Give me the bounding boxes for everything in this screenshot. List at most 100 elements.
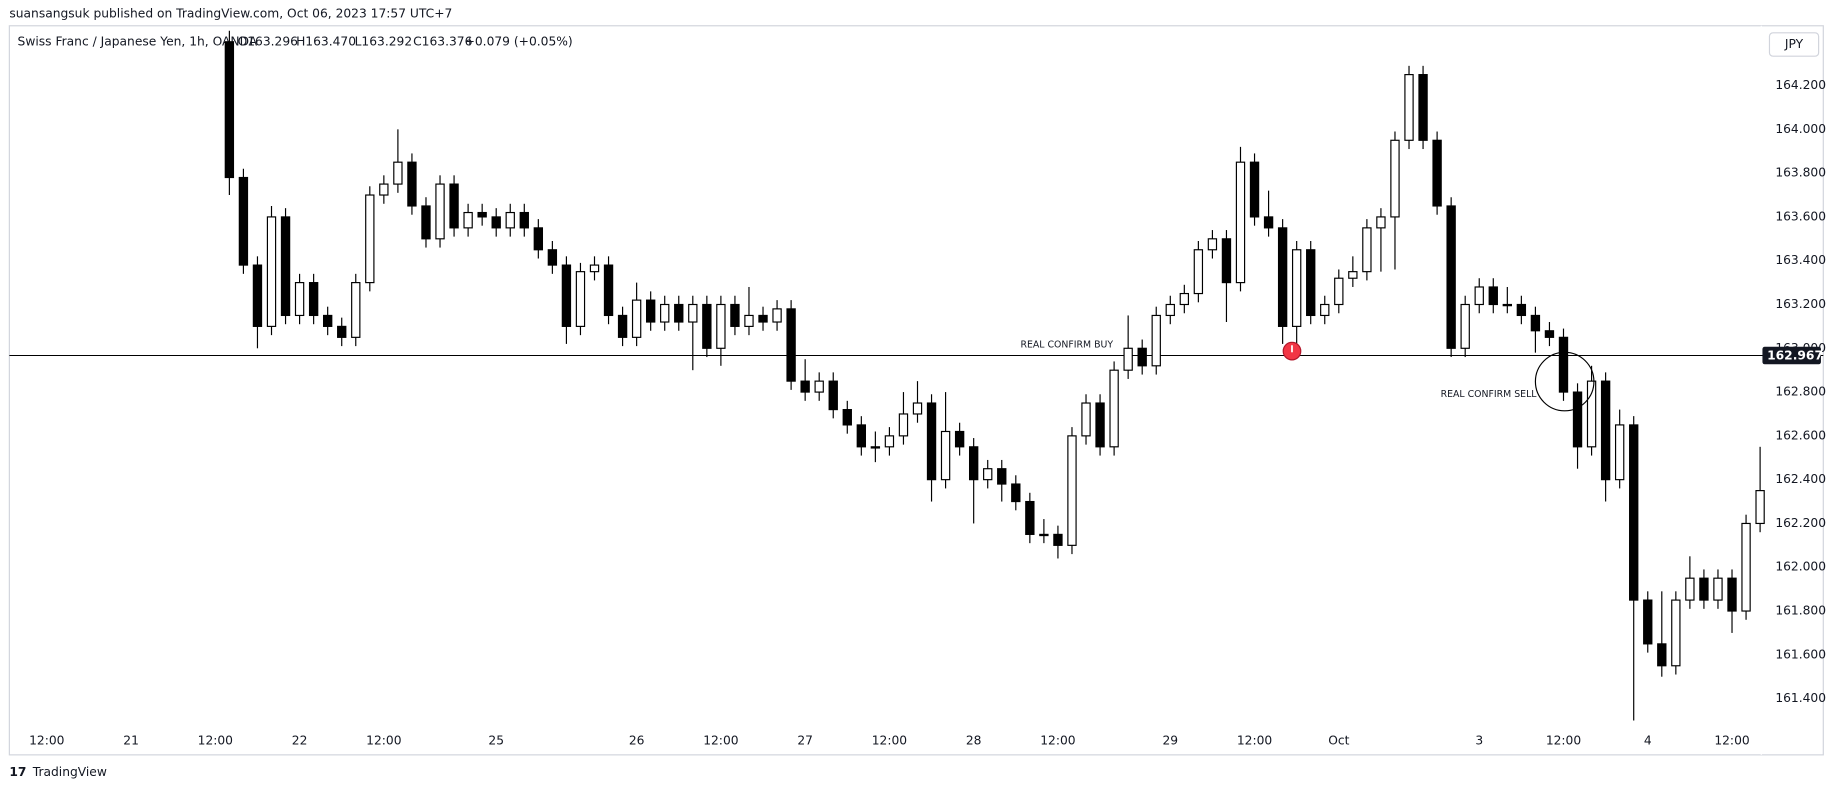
x-tick-label: 12:00 [1237, 733, 1272, 747]
candle-body [1446, 205, 1456, 349]
x-tick-label: 4 [1644, 733, 1652, 747]
candle-body [393, 161, 403, 185]
publisher-line: suansangsuk published on TradingView.com… [9, 7, 452, 21]
candle-body [772, 308, 782, 323]
candle-body [1544, 330, 1555, 338]
candle-body [1291, 249, 1302, 327]
candle-body [758, 314, 768, 323]
ohlc-value: C163.376 [413, 35, 472, 49]
candle-body [379, 183, 389, 196]
candle-body [575, 271, 586, 327]
x-tick-label: 29 [1162, 733, 1178, 747]
candle-body [1643, 599, 1653, 645]
y-tick-label: 162.200 [1775, 516, 1826, 530]
candle-body [1713, 577, 1723, 601]
candle-body [1123, 347, 1133, 371]
candle-body [800, 380, 810, 393]
candle-body [1502, 303, 1513, 307]
ohlc-value: L163.292 [355, 35, 413, 49]
candle-body [435, 183, 445, 240]
candle-body [1404, 74, 1414, 141]
x-tick-label: 12:00 [198, 733, 233, 747]
candle-body [1025, 500, 1035, 535]
candle-body [1207, 238, 1218, 251]
y-tick-label: 163.800 [1775, 166, 1826, 180]
currency-button[interactable] [1768, 32, 1820, 57]
x-tick-label: 12:00 [366, 733, 401, 747]
y-tick-label: 161.400 [1775, 691, 1826, 705]
candle-body [266, 216, 277, 327]
candle-body [617, 314, 628, 338]
candle-body [968, 446, 979, 481]
candle-body [294, 282, 305, 317]
candle-body [828, 380, 838, 411]
candle-body [252, 264, 263, 327]
candle-body [1081, 402, 1091, 437]
candle-body [280, 216, 291, 317]
candle-body [1011, 483, 1021, 503]
candle-body [1727, 577, 1737, 612]
x-tick-label: 26 [629, 733, 645, 747]
y-tick-label: 163.400 [1775, 253, 1826, 267]
candle-body [1586, 380, 1597, 448]
candle-body [1235, 161, 1246, 284]
candle-body [926, 402, 937, 481]
candle-body [702, 303, 712, 349]
candle-body [365, 194, 375, 284]
candle-body [1488, 286, 1498, 306]
plot-area: 161.400 161.600 161.800 162.000 162.200 162.4… [9, 25, 1826, 755]
candle-body [898, 413, 909, 437]
candle-body [463, 211, 473, 229]
ohlc-value: +0.079 (+0.05%) [465, 35, 573, 49]
y-tick-label: 163.600 [1775, 209, 1826, 223]
candle-body [449, 183, 459, 229]
candle-body [1221, 238, 1232, 284]
candle-body [351, 282, 361, 338]
brand-mark: 𝟭𝟳 [9, 765, 26, 779]
candle-body [224, 41, 235, 179]
candle-body [1657, 643, 1667, 667]
x-tick-label: 12:00 [703, 733, 738, 747]
candle-body [856, 424, 867, 448]
candle-body [786, 308, 796, 382]
candle-body [1432, 139, 1442, 207]
candle-body [407, 161, 417, 207]
currency-label[interactable]: JPY [1784, 37, 1804, 51]
candle-body [1685, 577, 1695, 601]
x-tick-label: 12:00 [872, 733, 907, 747]
candle-body [940, 430, 951, 481]
candle-body [1263, 216, 1274, 229]
x-tick-label: 25 [488, 733, 504, 747]
candle-body [1179, 292, 1190, 306]
candle-body [519, 211, 529, 229]
ohlc-value: H163.470 [296, 35, 356, 49]
ohlc-value: O163.296 [238, 35, 299, 49]
candle-body [1348, 271, 1358, 279]
x-tick-label: 12:00 [1546, 733, 1581, 747]
candle-body [1053, 533, 1063, 546]
y-tick-label: 163.200 [1775, 297, 1826, 311]
candle-body [870, 446, 881, 449]
candle-body [716, 303, 726, 349]
x-tick-label: 12:00 [1040, 733, 1075, 747]
y-tick-label: 162.400 [1775, 472, 1826, 486]
candle-body [322, 314, 333, 327]
candle-body [1614, 424, 1625, 481]
chart-frame [8, 25, 1824, 756]
candle-body [1671, 599, 1681, 667]
candle-body [997, 468, 1007, 485]
candle-body [1516, 303, 1527, 317]
candle-body [954, 430, 965, 448]
candle-body [1151, 314, 1161, 367]
price-label-box [1762, 346, 1821, 365]
candle-body [730, 303, 740, 327]
y-tick-label: 164.200 [1775, 78, 1826, 92]
x-tick-label: 3 [1475, 733, 1483, 747]
candle-body [1600, 380, 1611, 481]
candle-body [1390, 139, 1400, 218]
candle-body [1741, 522, 1751, 612]
candle-body [688, 303, 698, 323]
candle-body [1095, 402, 1105, 448]
